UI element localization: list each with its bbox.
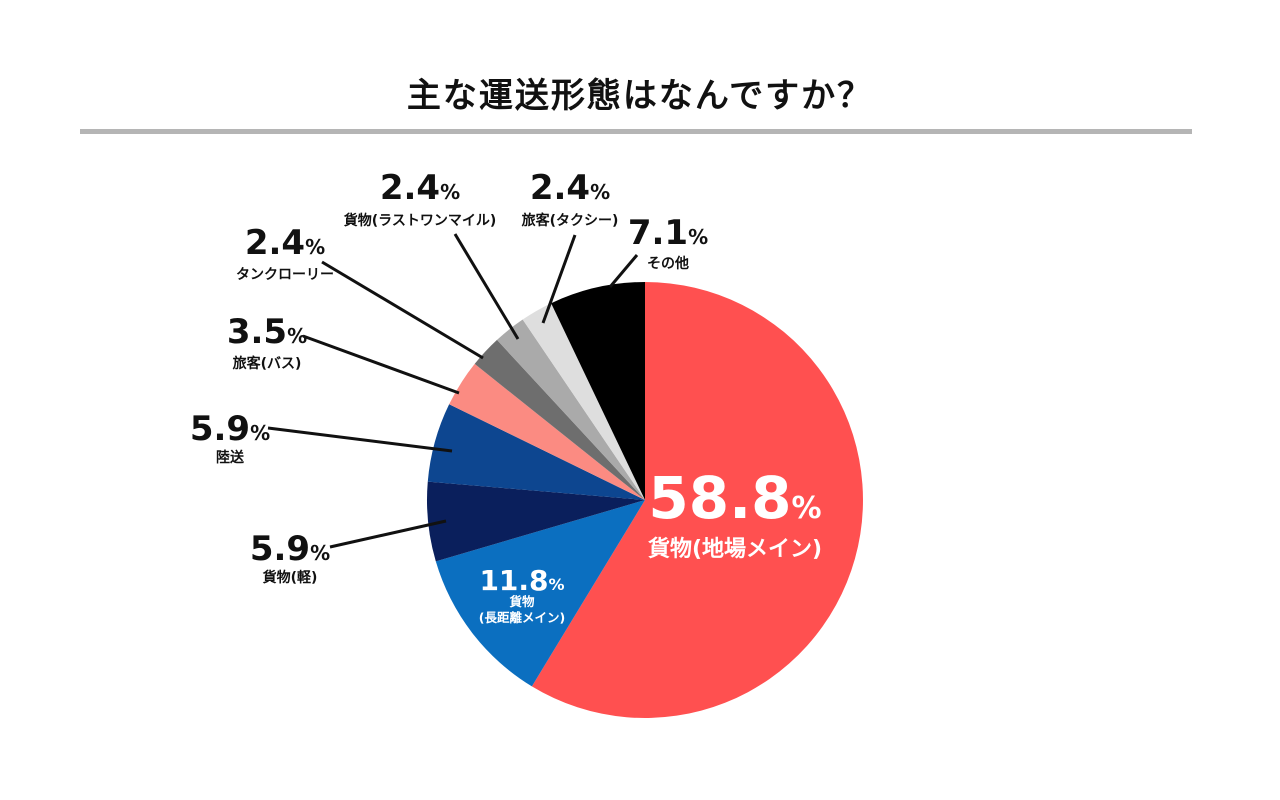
pie-slice-4 bbox=[449, 363, 645, 500]
slice-name-1-1: (長距離メイン) bbox=[479, 610, 565, 625]
chart-title: 主な運送形態はなんですか？ bbox=[406, 76, 874, 116]
leader-line-5 bbox=[321, 260, 484, 360]
slice-name-6: 貨物(ラストワンマイル) bbox=[343, 212, 497, 229]
slice-value-2: 5.9% bbox=[250, 529, 330, 569]
slice-value-8: 7.1% bbox=[628, 213, 708, 253]
slice-name-3: 陸送 bbox=[216, 449, 245, 466]
slice-value-6: 2.4% bbox=[380, 168, 460, 208]
pie-slice-6 bbox=[497, 319, 645, 500]
slice-name-0: 貨物(地場メイン) bbox=[648, 536, 822, 562]
leader-line-2 bbox=[329, 519, 447, 549]
slice-label-7: 2.4% 旅客(タクシー) bbox=[522, 168, 619, 229]
title-divider bbox=[80, 129, 1192, 134]
slice-name-1-0: 貨物 bbox=[509, 594, 535, 609]
slice-label-2: 5.9%貨物(軽) bbox=[250, 529, 330, 586]
leader-line-4 bbox=[302, 334, 460, 395]
slice-name-5: タンクローリー bbox=[236, 267, 334, 283]
slice-name-2: 貨物(軽) bbox=[262, 569, 318, 586]
slice-label-4: 3.5% 旅客(バス) bbox=[227, 312, 307, 372]
slice-name-7: 旅客(タクシー) bbox=[522, 212, 619, 229]
slice-name-8: その他 bbox=[647, 255, 689, 272]
pie-slice-7 bbox=[522, 303, 645, 500]
leader-line-3 bbox=[267, 426, 453, 453]
slice-label-5: 2.4% タンクローリー bbox=[236, 223, 334, 283]
pie-slice-8 bbox=[551, 282, 645, 500]
leader-line-8 bbox=[608, 254, 639, 288]
slice-value-4: 3.5% bbox=[227, 312, 307, 352]
slice-value-5: 2.4% bbox=[245, 223, 325, 263]
pie-slice-1 bbox=[435, 500, 645, 687]
leader-line-7 bbox=[541, 234, 577, 324]
pie-slice-3 bbox=[427, 404, 645, 500]
slice-value-3: 5.9% bbox=[190, 409, 270, 449]
leader-line-6 bbox=[453, 233, 520, 340]
slice-name-4: 旅客(バス) bbox=[233, 355, 302, 372]
slice-label-1: 11.8%貨物(長距離メイン) bbox=[479, 564, 565, 625]
pie-slice-0 bbox=[531, 282, 863, 718]
slice-value-7: 2.4% bbox=[530, 168, 610, 208]
pie-slice-5 bbox=[474, 339, 645, 500]
pie-slice-2 bbox=[426, 481, 645, 562]
slice-label-6: 2.4% 貨物(ラストワンマイル) bbox=[343, 168, 497, 229]
slice-label-3: 5.9%陸送 bbox=[190, 409, 270, 466]
slice-label-8: 7.1% その他 bbox=[628, 213, 708, 272]
